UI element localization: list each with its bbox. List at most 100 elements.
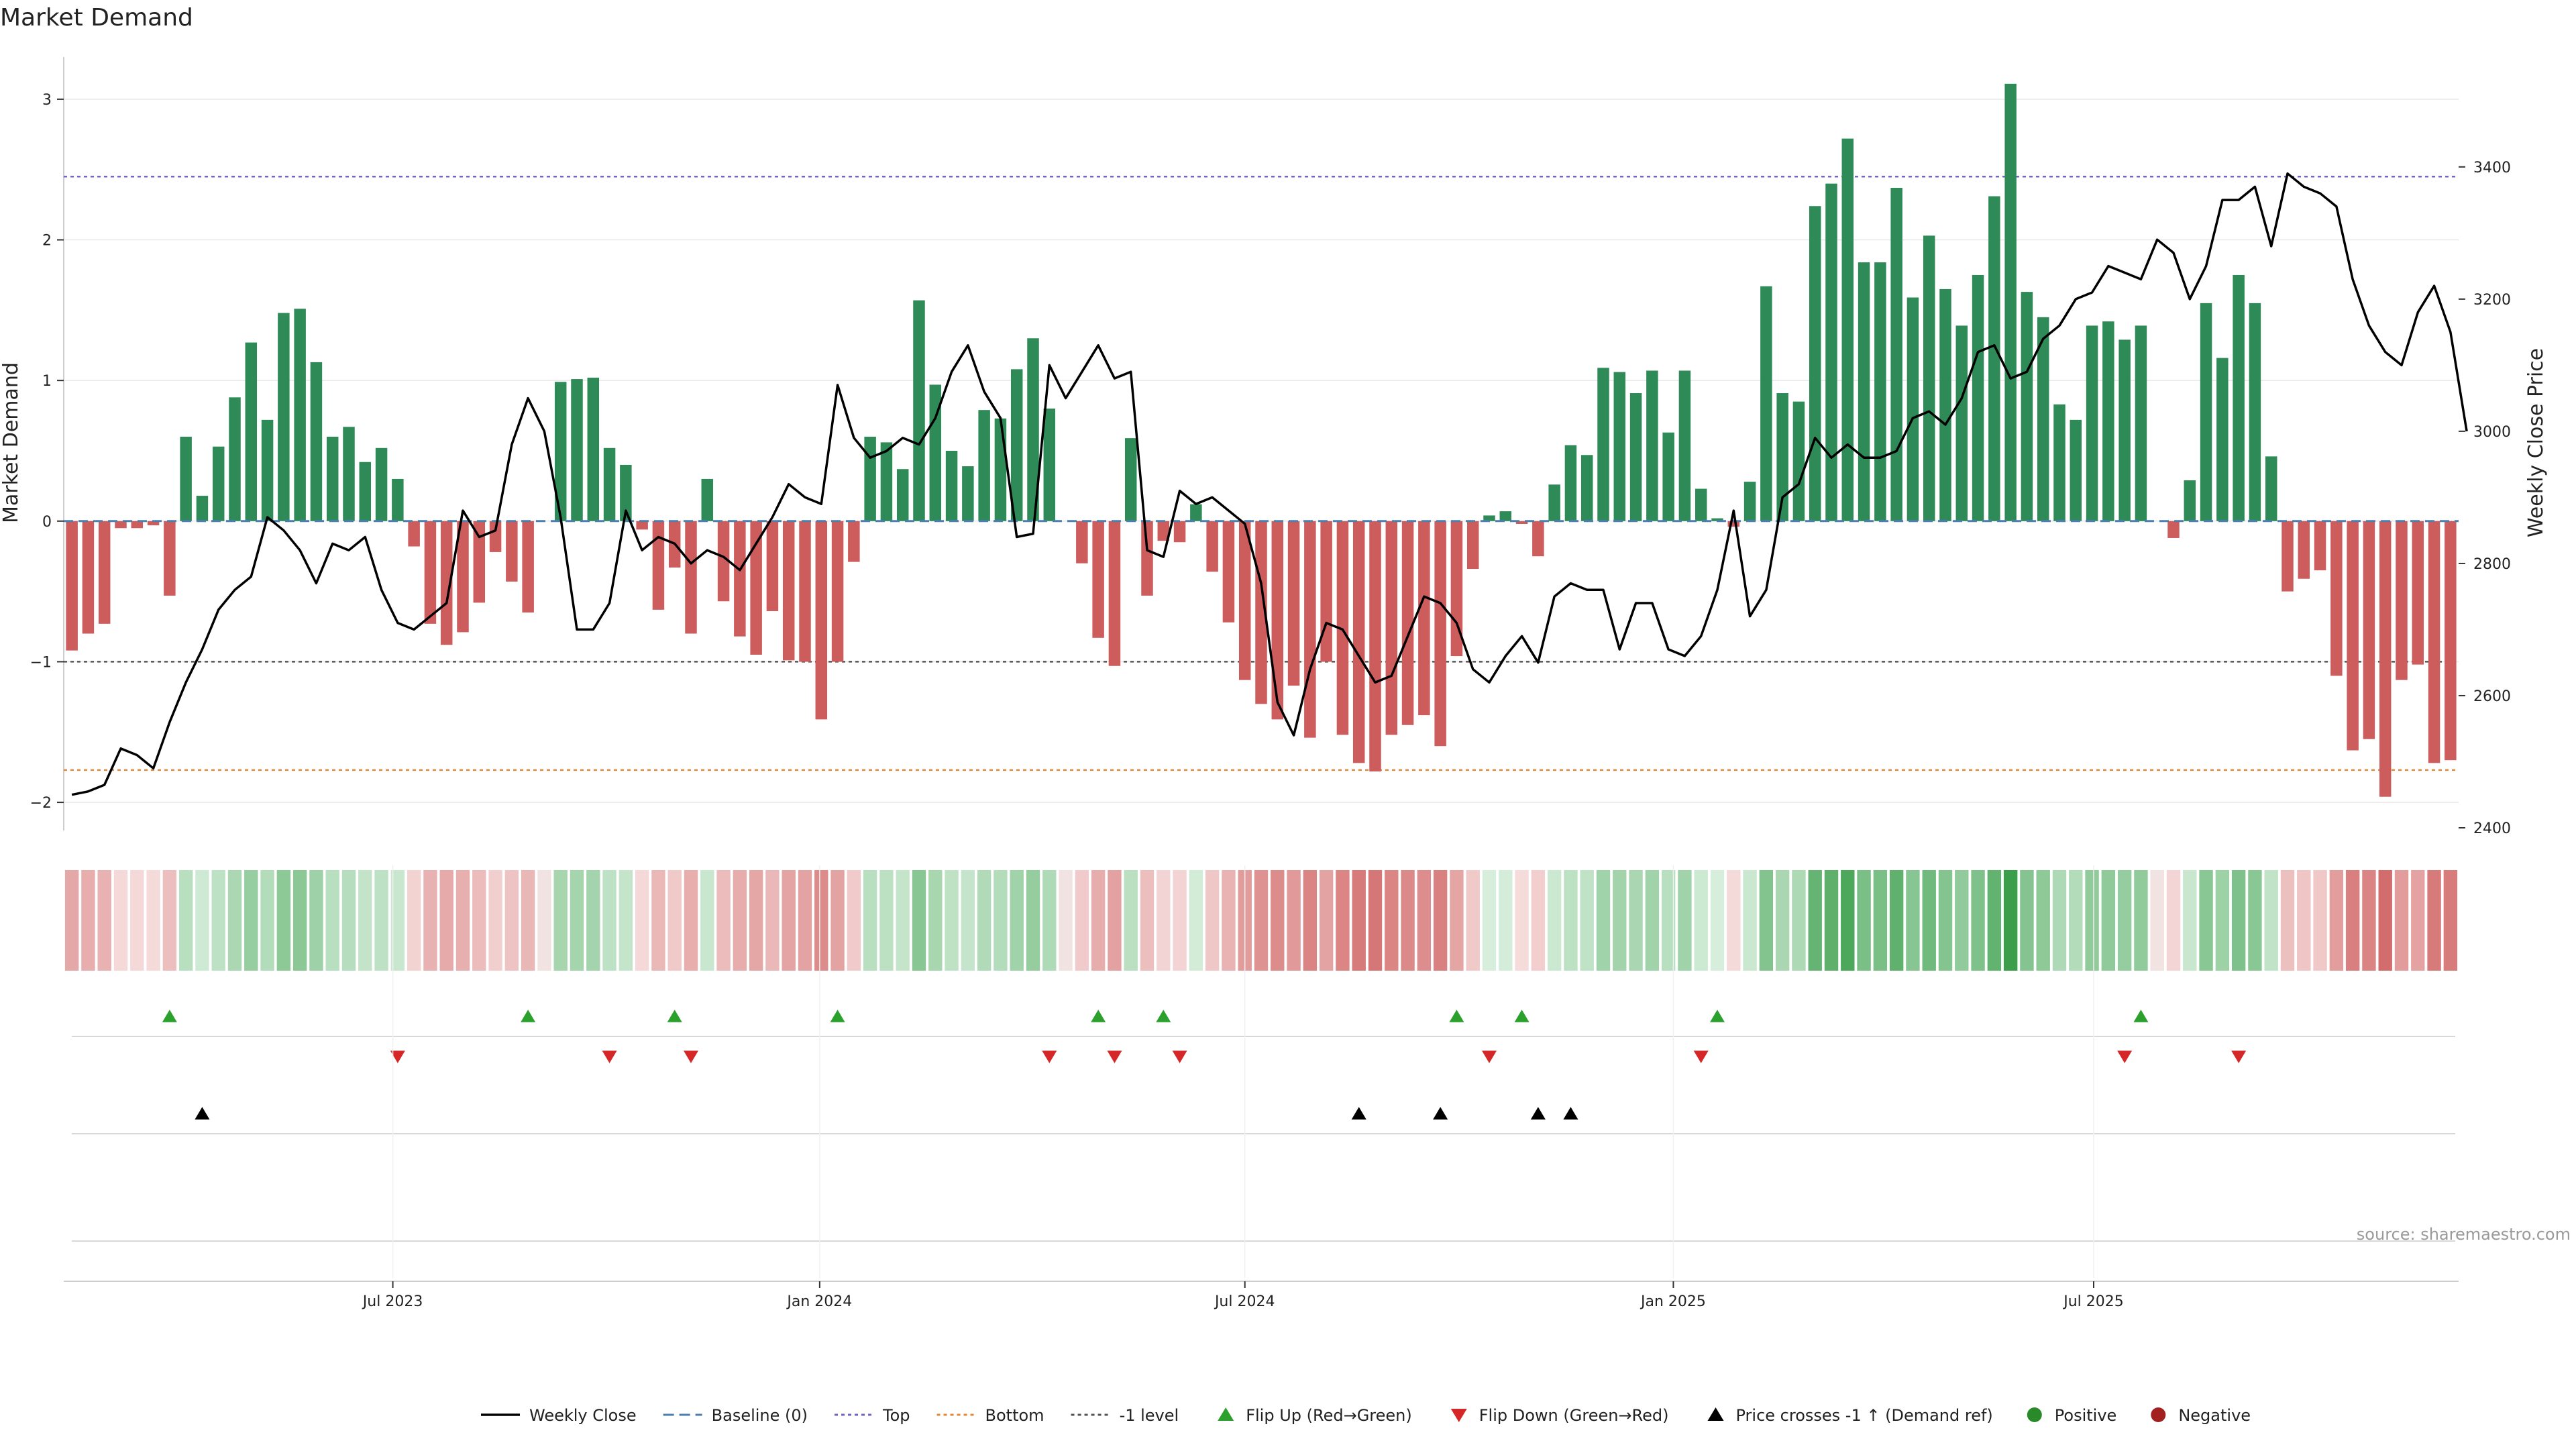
heat-cell-positive: [1124, 870, 1138, 971]
demand-bar-positive: [326, 437, 339, 521]
heat-cell-positive: [309, 870, 323, 971]
demand-bar-positive: [1743, 482, 1756, 521]
demand-bar-positive: [1776, 393, 1788, 521]
heat-cell-negative: [488, 870, 502, 971]
heat-cell-positive: [1938, 870, 1953, 971]
heat-cell-negative: [521, 870, 535, 971]
heat-cell-negative: [439, 870, 453, 971]
legend-label: Bottom: [985, 1406, 1044, 1425]
heat-cell-positive: [2069, 870, 2083, 971]
heat-cell-positive: [1743, 870, 1757, 971]
heat-cell-negative: [1140, 870, 1155, 971]
heat-cell-positive: [244, 870, 258, 971]
heat-cell-positive: [1042, 870, 1057, 971]
demand-bar-negative: [1418, 521, 1430, 716]
demand-bar-negative: [1206, 521, 1218, 572]
heat-cell-positive: [1889, 870, 1904, 971]
heat-cell-positive: [2036, 870, 2050, 971]
heat-cell-negative: [2297, 870, 2311, 971]
heat-cell-positive: [553, 870, 568, 971]
demand-bar-positive: [2200, 303, 2212, 521]
heat-cell-positive: [1873, 870, 1888, 971]
heat-cell-positive: [863, 870, 877, 971]
demand-bar-positive: [1955, 325, 1968, 521]
demand-bar-positive: [2135, 325, 2147, 521]
heat-cell-negative: [1433, 870, 1448, 971]
x-tick-label: Jul 2023: [362, 1293, 423, 1310]
heat-cell-negative: [2150, 870, 2164, 971]
heat-cell-negative: [2166, 870, 2181, 971]
demand-bar-negative: [1271, 521, 1284, 720]
heat-cell-negative: [2329, 870, 2344, 971]
heat-cell-negative: [2443, 870, 2458, 971]
demand-bar-negative: [1385, 521, 1398, 735]
demand-bar-positive: [1190, 504, 1202, 521]
demand-bar-positive: [1760, 286, 1772, 521]
demand-bar-positive: [245, 342, 258, 521]
heat-cell-positive: [945, 870, 959, 971]
heat-cell-positive: [1906, 870, 1920, 971]
demand-bar-negative: [2167, 521, 2180, 538]
demand-bar-positive: [913, 300, 925, 521]
y2-tick-label: 2800: [2473, 556, 2511, 573]
demand-bar-negative: [2298, 521, 2310, 579]
heat-cell-positive: [2248, 870, 2262, 971]
heat-cell-negative: [1075, 870, 1089, 971]
heat-cell-positive: [1792, 870, 1806, 971]
demand-bar-negative: [831, 521, 844, 662]
legend-item: Flip Down (Green→Red): [1450, 1406, 1669, 1425]
flip-up-marker: [521, 1010, 536, 1022]
flip-down-marker: [1693, 1051, 1709, 1063]
legend: Weekly Close Baseline (0) Top Bottom -1 leve…: [481, 1406, 2251, 1425]
demand-bar-positive: [1825, 183, 1837, 521]
heat-cell-positive: [1482, 870, 1497, 971]
heat-cell-positive: [1189, 870, 1203, 971]
legend-item: Bottom: [936, 1406, 1044, 1425]
heat-cell-positive: [292, 870, 307, 971]
heat-cell-negative: [1385, 870, 1399, 971]
demand-bar-negative: [1255, 521, 1267, 704]
demand-bar-positive: [603, 447, 616, 521]
demand-bar-positive: [587, 377, 600, 521]
flip-down-marker: [2117, 1051, 2133, 1063]
heat-cell-negative: [1091, 870, 1106, 971]
demand-bar-negative: [2428, 521, 2440, 763]
heat-cell-positive: [602, 870, 616, 971]
y-tick-label: 2: [42, 233, 52, 250]
heat-cell-positive: [1629, 870, 1643, 971]
flip-up-marker: [830, 1010, 845, 1022]
heat-cell-positive: [390, 870, 405, 971]
heat-cell-positive: [586, 870, 600, 971]
legend-swatch-triangle-up: [1218, 1407, 1234, 1421]
flip-down-marker: [684, 1051, 698, 1063]
demand-bar-positive: [1597, 368, 1609, 521]
heat-cell-positive: [1596, 870, 1611, 971]
y-tick-label: 0: [42, 514, 52, 531]
source-label: source: sharemaestro.com: [2357, 1225, 2571, 1244]
heat-cell-negative: [1287, 870, 1301, 971]
heat-cell-positive: [1824, 870, 1839, 971]
heat-cell-negative: [130, 870, 144, 971]
y2-tick-label: 3000: [2473, 424, 2511, 441]
demand-bar-positive: [1907, 297, 1919, 521]
price-cross-marker: [1563, 1107, 1578, 1120]
demand-bar-negative: [2282, 521, 2294, 592]
demand-bar-positive: [1580, 455, 1593, 521]
demand-bar-negative: [1287, 521, 1300, 686]
demand-bar-negative: [1304, 521, 1316, 738]
demand-bar-positive: [1629, 393, 1642, 521]
heat-cell-positive: [994, 870, 1008, 971]
heat-cell-positive: [2134, 870, 2148, 971]
legend-label: Negative: [2178, 1406, 2251, 1425]
demand-bar-positive: [1711, 518, 1723, 521]
heat-cell-negative: [733, 870, 747, 971]
heat-cell-negative: [651, 870, 665, 971]
heat-cell-positive: [2052, 870, 2067, 971]
demand-bar-positive: [994, 418, 1007, 521]
heat-cell-positive: [1010, 870, 1024, 971]
demand-bar-positive: [1564, 445, 1577, 521]
demand-bar-negative: [1320, 521, 1332, 662]
demand-bar-positive: [1124, 438, 1137, 521]
x-tick-label: Jan 2024: [786, 1293, 852, 1310]
y-tick-label: −2: [30, 795, 52, 812]
